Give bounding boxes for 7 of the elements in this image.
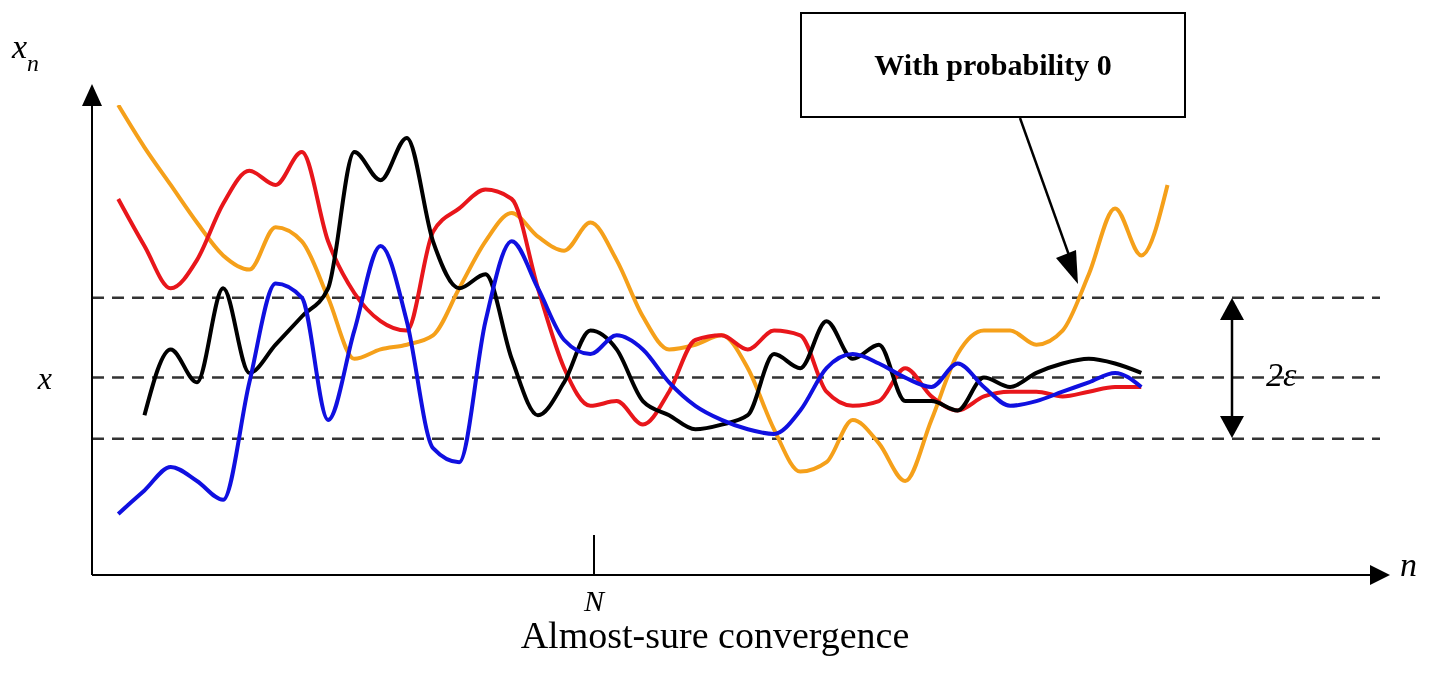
callout-frame: With probability 0 [800,12,1186,118]
y-axis-title: x$_{n}$ [11,28,39,76]
ref-line-label: x [36,359,52,396]
text: n [1400,545,1417,583]
text: 2ε [1266,356,1297,394]
axis-tick-label: N [584,534,604,617]
text: Almost-sure convergence [520,614,910,656]
